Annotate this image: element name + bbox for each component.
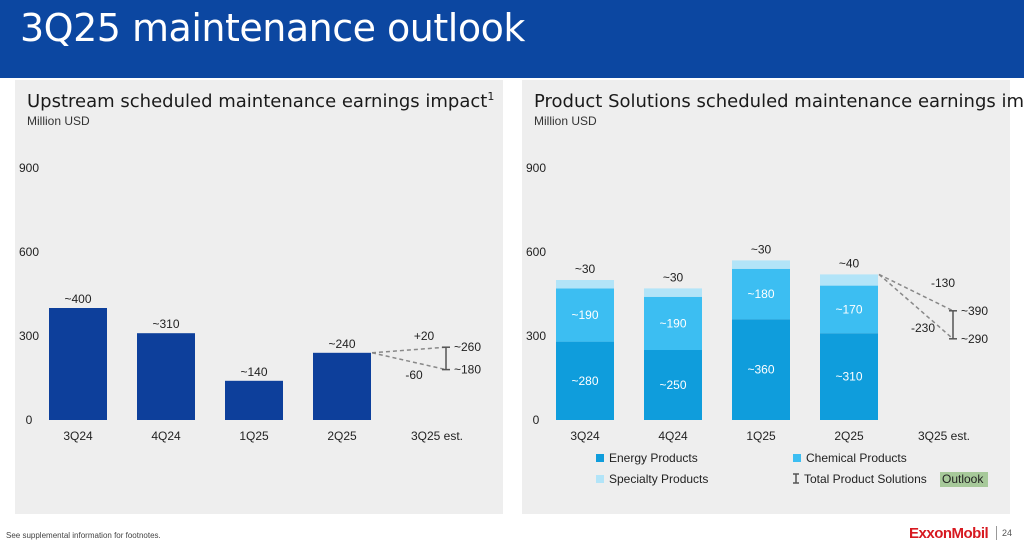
page-number: 24 <box>1002 528 1012 538</box>
product-solutions-chart-panel: Product Solutions scheduled maintenance … <box>522 80 1010 514</box>
upstream-bar-4Q24 <box>137 333 195 420</box>
upstream-bar-3Q24 <box>49 308 107 420</box>
product-solutions-outlook-delta-down: -230 <box>911 321 935 335</box>
product-solutions-label-chemical-1Q25: ~180 <box>747 287 774 301</box>
product-solutions-ytick-900: 900 <box>526 161 546 175</box>
page-number-divider <box>996 526 997 540</box>
legend-label-energy: Energy Products <box>609 451 698 465</box>
upstream-xtick-2Q25: 2Q25 <box>327 429 357 443</box>
product-solutions-label-chemical-2Q25: ~170 <box>835 302 862 316</box>
upstream-bar-label-2Q25: ~240 <box>328 337 355 351</box>
product-solutions-label-specialty-3Q24: ~30 <box>575 262 596 276</box>
product-solutions-xtick-2Q25: 2Q25 <box>834 429 864 443</box>
product-solutions-label-energy-3Q24: ~280 <box>571 374 598 388</box>
product-solutions-bar-specialty-4Q24 <box>644 288 702 296</box>
product-solutions-label-specialty-2Q25: ~40 <box>839 256 860 270</box>
upstream-xtick-4Q24: 4Q24 <box>151 429 181 443</box>
footnote: See supplemental information for footnot… <box>6 531 161 540</box>
product-solutions-bar-specialty-1Q25 <box>732 260 790 268</box>
product-solutions-label-energy-2Q25: ~310 <box>835 370 862 384</box>
upstream-outlook-dash-high <box>372 347 446 353</box>
legend-swatch-specialty <box>596 475 604 483</box>
legend-label-chemical: Chemical Products <box>806 451 907 465</box>
product-solutions-label-specialty-1Q25: ~30 <box>751 242 772 256</box>
product-solutions-outlook-delta-up: -130 <box>931 276 955 290</box>
product-solutions-label-chemical-4Q24: ~190 <box>659 316 686 330</box>
upstream-ytick-300: 300 <box>19 329 39 343</box>
product-solutions-outlook-low-label: ~290 <box>961 332 988 346</box>
product-solutions-xtick-3Q25-est: 3Q25 est. <box>918 429 970 443</box>
product-solutions-label-chemical-3Q24: ~190 <box>571 308 598 322</box>
upstream-bar-label-4Q24: ~310 <box>152 317 179 331</box>
product-solutions-xtick-3Q24: 3Q24 <box>570 429 600 443</box>
product-solutions-label-energy-4Q24: ~250 <box>659 378 686 392</box>
header-bar: 3Q25 maintenance outlook <box>0 0 1024 78</box>
upstream-outlook-high-label: ~260 <box>454 340 481 354</box>
exxonmobil-logo: ExxonMobil <box>909 525 988 542</box>
upstream-outlook-low-label: ~180 <box>454 363 481 377</box>
product-solutions-xtick-4Q24: 4Q24 <box>658 429 688 443</box>
page-title: 3Q25 maintenance outlook <box>20 6 525 50</box>
upstream-xtick-1Q25: 1Q25 <box>239 429 269 443</box>
product-solutions-chart-svg: 0 300 600 900 3Q24 4Q24 1Q25 2Q25 3Q25 est. ~280 ~… <box>522 80 1010 514</box>
product-solutions-label-energy-1Q25: ~360 <box>747 363 774 377</box>
product-solutions-ytick-600: 600 <box>526 245 546 259</box>
upstream-ytick-600: 600 <box>19 245 39 259</box>
upstream-bar-label-1Q25: ~140 <box>240 365 267 379</box>
upstream-chart-panel: Upstream scheduled maintenance earnings … <box>15 80 503 514</box>
upstream-bar-label-3Q24: ~400 <box>64 292 91 306</box>
product-solutions-label-specialty-4Q24: ~30 <box>663 270 684 284</box>
legend-label-specialty: Specialty Products <box>609 472 708 486</box>
product-solutions-bar-specialty-2Q25 <box>820 274 878 285</box>
upstream-xtick-3Q24: 3Q24 <box>63 429 93 443</box>
product-solutions-ytick-300: 300 <box>526 329 546 343</box>
upstream-outlook-delta-down: -60 <box>405 368 423 382</box>
product-solutions-outlook-high-label: ~390 <box>961 304 988 318</box>
legend-label-outlook: Outlook <box>942 472 984 486</box>
upstream-bar-1Q25 <box>225 381 283 420</box>
upstream-xtick-3Q25-est: 3Q25 est. <box>411 429 463 443</box>
upstream-outlook-delta-up: +20 <box>414 329 435 343</box>
product-solutions-ytick-0: 0 <box>533 413 540 427</box>
upstream-ytick-0: 0 <box>26 413 33 427</box>
upstream-bar-2Q25 <box>313 353 371 420</box>
product-solutions-xtick-1Q25: 1Q25 <box>746 429 776 443</box>
legend-swatch-energy <box>596 454 604 462</box>
upstream-ytick-900: 900 <box>19 161 39 175</box>
upstream-chart-svg: 0 300 600 900 3Q24 4Q24 1Q25 2Q25 3Q25 est. ~400 ~… <box>15 80 503 514</box>
legend-label-total-product-solutions: Total Product Solutions <box>804 472 927 486</box>
product-solutions-bar-specialty-3Q24 <box>556 280 614 288</box>
legend-swatch-chemical <box>793 454 801 462</box>
